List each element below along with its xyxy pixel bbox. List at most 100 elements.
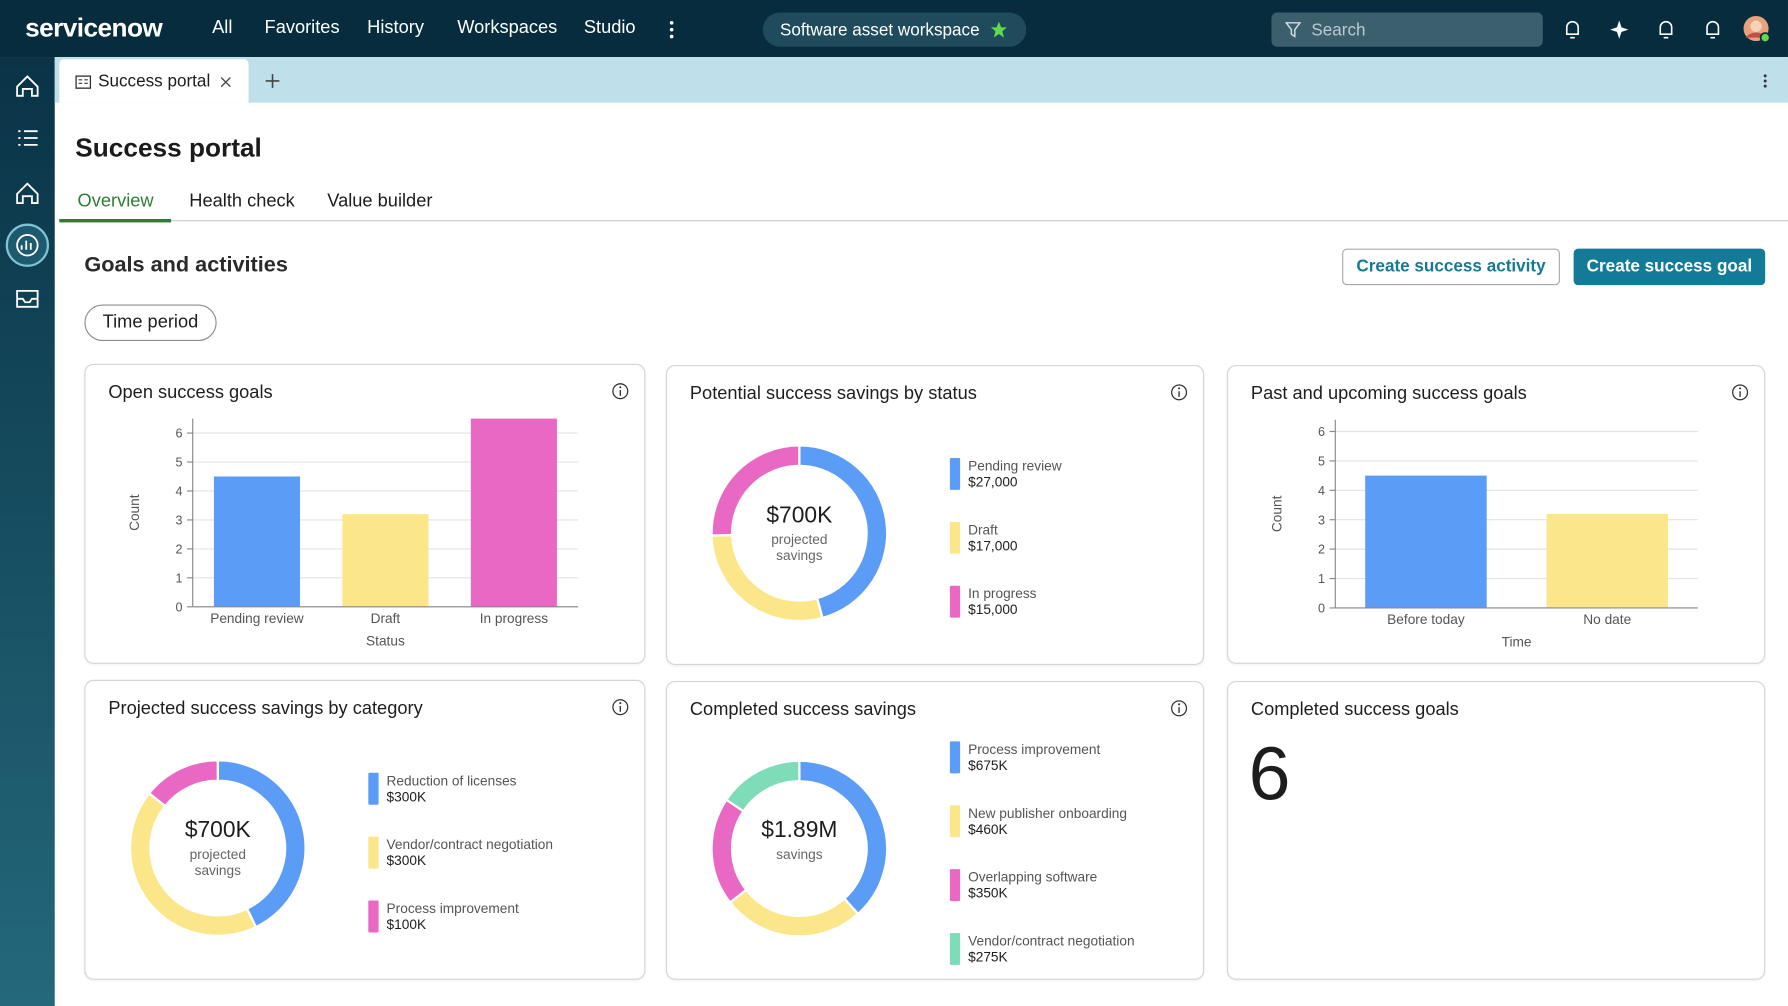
info-icon[interactable] bbox=[1171, 700, 1188, 717]
new-tab[interactable] bbox=[265, 73, 281, 89]
subtab[interactable]: Value builder bbox=[327, 191, 433, 212]
legend-value: $460K bbox=[968, 822, 1008, 837]
x-tick-label: No date bbox=[1583, 612, 1631, 627]
legend-value: $350K bbox=[968, 886, 1008, 901]
y-tick-label: 5 bbox=[1318, 454, 1325, 468]
more-menu[interactable] bbox=[665, 17, 679, 42]
donut-center-value: $1.89M bbox=[761, 817, 838, 843]
search-box[interactable]: Search bbox=[1271, 12, 1543, 47]
workspace-pill[interactable]: Software asset workspace bbox=[762, 12, 1027, 47]
primary-button[interactable]: Create success goal bbox=[1573, 248, 1766, 286]
card: Potential success savings by status Pendi… bbox=[665, 364, 1205, 665]
legend-swatch bbox=[949, 869, 961, 902]
x-tick-label: Before today bbox=[1387, 612, 1465, 627]
legend-label: Process improvement bbox=[968, 742, 1100, 757]
card-title: Projected success savings by category bbox=[108, 699, 423, 719]
legend-label: Process improvement bbox=[387, 901, 519, 916]
subtab[interactable]: Health check bbox=[189, 191, 295, 212]
bar bbox=[1546, 513, 1668, 608]
legend-value: $675K bbox=[968, 758, 1008, 773]
subtab-indicator bbox=[59, 218, 172, 223]
card: Completed success savings Process improve… bbox=[665, 680, 1205, 980]
tab-menu[interactable] bbox=[1758, 73, 1772, 89]
x-tick-label: Draft bbox=[371, 611, 401, 626]
donut-center-label: savings bbox=[776, 846, 823, 863]
chart: Reduction of licenses$300KVendor/contrac… bbox=[128, 699, 629, 937]
filter-chip[interactable]: Time period bbox=[84, 304, 217, 342]
info-icon[interactable] bbox=[612, 383, 629, 400]
info-icon[interactable] bbox=[1732, 384, 1749, 401]
y-tick-label: 4 bbox=[175, 485, 182, 499]
card-title: Potential success savings by status bbox=[689, 384, 977, 404]
section-title: Goals and activities bbox=[84, 253, 288, 278]
legend-value: $300K bbox=[387, 789, 427, 804]
card-title: Past and upcoming success goals bbox=[1250, 384, 1527, 404]
legend-swatch bbox=[949, 585, 961, 618]
tab-strip bbox=[54, 57, 1788, 103]
filter-icon bbox=[1285, 22, 1302, 38]
y-axis-label: Count bbox=[127, 494, 142, 531]
y-tick-label: 3 bbox=[1318, 513, 1325, 527]
y-tick-label: 6 bbox=[175, 427, 182, 441]
x-axis-label: Status bbox=[366, 634, 405, 649]
user-avatar[interactable] bbox=[1742, 15, 1772, 45]
legend-label: Vendor/contract negotiation bbox=[387, 837, 553, 852]
menu-item[interactable]: Workspaces bbox=[457, 18, 558, 38]
info-circle bbox=[1171, 384, 1188, 401]
menu-item[interactable]: Favorites bbox=[264, 18, 340, 38]
info-dot bbox=[619, 386, 622, 389]
donut-segment bbox=[710, 444, 801, 537]
legend-value: $100K bbox=[387, 917, 427, 932]
legend-swatch bbox=[949, 521, 961, 554]
bar bbox=[342, 514, 429, 607]
sidebar-icons[interactable] bbox=[0, 57, 55, 331]
secondary-button[interactable]: Create success activity bbox=[1342, 248, 1560, 286]
metric-value: 6 bbox=[1248, 731, 1291, 816]
legend-swatch bbox=[949, 741, 961, 774]
donut-segment bbox=[724, 759, 801, 813]
donut-segment bbox=[147, 759, 219, 808]
info-circle bbox=[612, 699, 629, 716]
tab-icon bbox=[75, 75, 92, 89]
donut-center-label: projected savings bbox=[189, 845, 246, 878]
info-icon[interactable] bbox=[1171, 384, 1188, 401]
donut-segment bbox=[710, 798, 748, 905]
legend-swatch bbox=[949, 457, 961, 490]
card: Open success goals 0 1 2 3 4 5 6 Pending review D… bbox=[84, 363, 646, 664]
y-tick-label: 4 bbox=[1318, 484, 1325, 498]
legend-label: In progress bbox=[968, 586, 1037, 601]
active-tab[interactable]: Success portal bbox=[59, 59, 249, 103]
x-axis-label: Time bbox=[1502, 635, 1532, 650]
legend-value: $27,000 bbox=[968, 474, 1018, 489]
menu-item[interactable]: All bbox=[212, 18, 233, 38]
x-tick-label: In progress bbox=[480, 611, 549, 626]
workspace-name: Software asset workspace bbox=[779, 20, 980, 40]
legend-label: Reduction of licenses bbox=[387, 773, 517, 788]
chart: Process improvement$675K New publisher on… bbox=[710, 700, 1188, 965]
menu-item[interactable]: Studio bbox=[583, 18, 636, 38]
bar bbox=[470, 418, 557, 607]
donut-center-value: $700K bbox=[766, 502, 833, 528]
y-tick-label: 5 bbox=[175, 456, 182, 470]
menu-item[interactable]: History bbox=[367, 18, 424, 38]
y-tick-label: 2 bbox=[1318, 543, 1325, 557]
page-title: Success portal bbox=[75, 132, 262, 162]
legend-swatch bbox=[368, 836, 379, 869]
header-icons[interactable] bbox=[1560, 16, 1742, 43]
info-dot bbox=[1739, 387, 1742, 390]
legend-value: $17,000 bbox=[968, 538, 1018, 553]
donut-center-label: projected savings bbox=[771, 530, 828, 563]
info-circle bbox=[1171, 700, 1188, 717]
legend-value: $300K bbox=[387, 853, 427, 868]
legend-label: Overlapping software bbox=[968, 870, 1097, 885]
info-dot bbox=[1178, 387, 1181, 390]
brand-logo[interactable]: servicenow bbox=[25, 12, 163, 43]
legend-label: Draft bbox=[968, 522, 998, 537]
info-icon[interactable] bbox=[612, 699, 629, 716]
close-tab[interactable] bbox=[220, 76, 231, 88]
subtab[interactable]: Overview bbox=[77, 191, 154, 212]
favorite-star[interactable] bbox=[990, 21, 1008, 39]
card: Past and upcoming success goals 0 1 2 3 4 5 6 Be… bbox=[1226, 364, 1766, 664]
y-tick-label: 6 bbox=[1318, 425, 1325, 439]
